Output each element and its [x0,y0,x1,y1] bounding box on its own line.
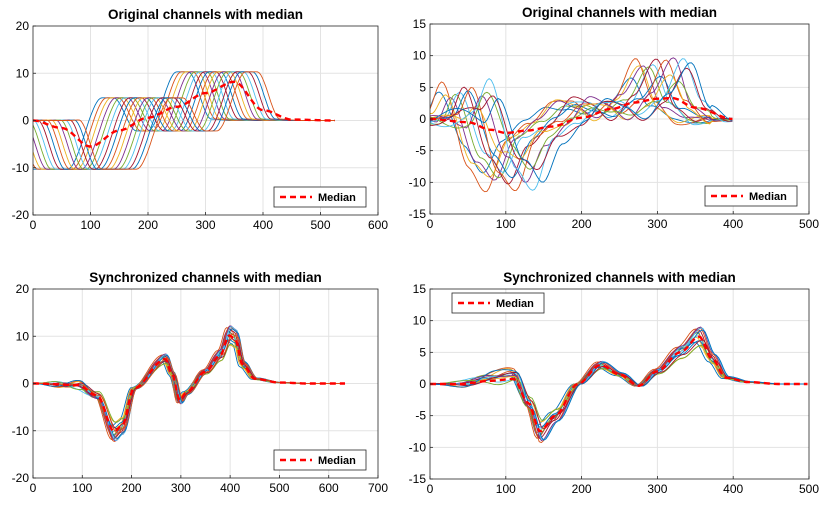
y-tick-label: -5 [415,409,426,423]
legend-label: Median [749,191,787,203]
chart-4: 0 100 200 300 400 500 -15 -10 -5 0 5 10 15 Synchroniz… [409,270,820,496]
x-tick-label: 700 [368,481,388,495]
x-tick-label: 200 [572,482,592,496]
y-tick-label: -10 [12,424,30,438]
x-tick-label: 400 [723,217,743,231]
x-tick-label: 500 [799,217,819,231]
series-group [430,326,808,444]
x-tick-label: 100 [496,482,516,496]
y-tick-label: 15 [413,282,427,296]
x-tick-label: 200 [138,218,158,232]
channel-line [430,67,733,171]
legend: Median [704,185,798,207]
y-tick-label: 10 [413,49,427,63]
chart-title: Original channels with median [108,7,303,22]
median-line [430,335,808,433]
y-tick-label: 20 [16,19,30,33]
x-tick-label: 300 [195,218,215,232]
legend-box [273,186,367,208]
x-tick-label: 100 [496,217,516,231]
legend: Median [273,186,367,208]
y-tick-label: 10 [16,329,30,343]
x-tick-label: 300 [171,481,191,495]
y-tick-label: 20 [16,282,30,296]
y-tick-label: -10 [409,440,427,454]
y-tick-label: -15 [409,207,427,221]
legend: Median [451,292,545,314]
x-tick-label: 0 [30,218,37,232]
x-tick-label: 0 [427,217,434,231]
channel-line [430,75,733,179]
series-group [33,71,335,170]
median-line [430,96,733,135]
x-tick-label: 500 [310,218,330,232]
chart-title: Synchronized channels with median [503,270,736,285]
series-group [430,57,733,193]
y-tick-label: -10 [12,161,30,175]
x-tick-label: 0 [427,482,434,496]
y-tick-label: -20 [12,471,30,485]
channel-line [430,58,733,193]
x-tick-label: 500 [269,481,289,495]
legend-box [273,449,367,471]
y-tick-label: 0 [22,114,29,128]
grid [430,24,809,214]
legend-label: Median [318,455,356,467]
y-tick-label: -20 [12,208,30,222]
legend-label: Median [496,298,534,310]
channel-line [430,65,733,178]
x-tick-label: 600 [368,218,388,232]
legend-box [704,185,798,207]
legend-label: Median [318,192,356,204]
y-tick-label: -15 [409,472,427,486]
y-tick-label: 0 [419,377,426,391]
channel-line [430,58,733,185]
x-tick-label: 400 [220,481,240,495]
x-tick-label: 300 [647,217,667,231]
y-tick-label: 5 [419,80,426,94]
y-tick-label: -10 [409,175,427,189]
y-tick-label: 10 [413,314,427,328]
chart-title: Original channels with median [522,5,717,20]
y-tick-label: 10 [16,66,30,80]
x-tick-label: 200 [122,481,142,495]
x-tick-label: 400 [253,218,273,232]
x-tick-label: 0 [30,481,37,495]
x-tick-label: 200 [572,217,592,231]
x-tick-label: 300 [647,482,667,496]
median-line [33,334,345,434]
channel-line [430,64,733,173]
x-tick-label: 400 [723,482,743,496]
legend: Median [273,449,367,471]
channel-line [430,80,733,170]
y-tick-label: 5 [419,345,426,359]
x-tick-label: 600 [319,481,339,495]
y-tick-label: 0 [419,112,426,126]
chart-title: Synchronized channels with median [89,270,322,285]
channel-line [33,71,335,170]
channel-line [430,74,733,160]
series-group [33,325,345,442]
x-tick-label: 500 [799,482,819,496]
y-tick-label: -5 [415,144,426,158]
y-tick-label: 0 [22,377,29,391]
y-tick-label: 15 [413,17,427,31]
chart-2: 0 100 200 300 400 500 -15 -10 -5 0 5 10 15 Original c… [409,5,820,231]
chart-3: 0 100 200 300 400 500 600 700 -20 -10 0 10 20 Synchro… [12,270,389,495]
channel-line [430,62,733,183]
chart-1: 0 100 200 300 400 500 600 -20 -10 0 10 20 Original c… [12,7,389,232]
channel-line [430,58,733,191]
x-tick-label: 100 [80,218,100,232]
x-tick-label: 100 [72,481,92,495]
legend-box [451,292,545,314]
